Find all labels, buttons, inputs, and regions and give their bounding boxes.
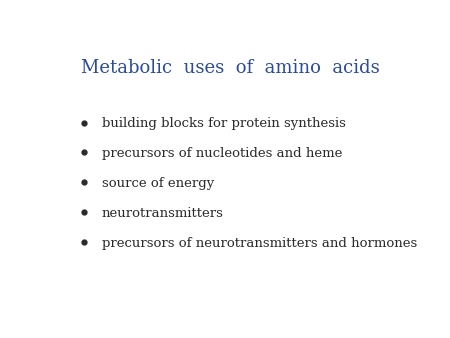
- Text: building blocks for protein synthesis: building blocks for protein synthesis: [102, 117, 346, 130]
- Text: precursors of neurotransmitters and hormones: precursors of neurotransmitters and horm…: [102, 237, 417, 250]
- Text: precursors of nucleotides and heme: precursors of nucleotides and heme: [102, 147, 342, 160]
- Text: source of energy: source of energy: [102, 177, 214, 190]
- Text: neurotransmitters: neurotransmitters: [102, 207, 224, 220]
- Text: Metabolic  uses  of  amino  acids: Metabolic uses of amino acids: [81, 59, 380, 77]
